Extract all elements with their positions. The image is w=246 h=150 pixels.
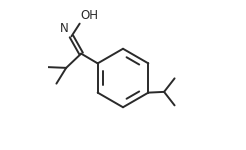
Text: OH: OH — [80, 9, 98, 22]
Text: N: N — [60, 22, 69, 34]
